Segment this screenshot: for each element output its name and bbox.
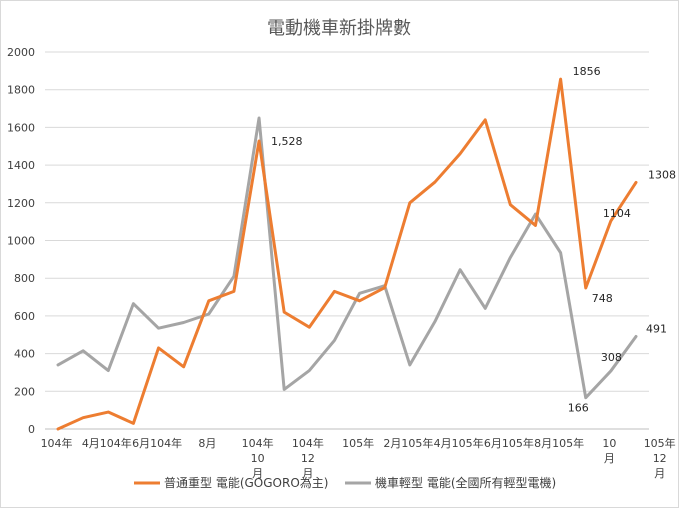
data-labels: 1,528 1856 748 1104 1308 166 308 491 bbox=[271, 65, 676, 415]
y-axis-ticks: 0 200 400 600 800 1000 1200 1400 1600 1800 2000 bbox=[7, 46, 35, 436]
y-tick-label: 1400 bbox=[7, 159, 35, 172]
legend-label: 機車輕型 電能(全國所有輕型電機) bbox=[375, 475, 556, 490]
data-label: 1856 bbox=[573, 65, 601, 78]
series-line-0 bbox=[56, 77, 638, 431]
x-tick-label: 8月 bbox=[198, 437, 216, 450]
y-tick-label: 800 bbox=[14, 272, 35, 285]
y-tick-label: 2000 bbox=[7, 46, 35, 59]
series-line-1 bbox=[56, 116, 638, 400]
y-tick-label: 1200 bbox=[7, 197, 35, 210]
x-axis-ticks: 104年 4月104年 6月104年 8月 104年 10 月 104年 12 月 105年 2月10… bbox=[41, 436, 676, 480]
x-tick-label: 105年 12 月 bbox=[644, 436, 676, 480]
x-tick-label: 2月105年 bbox=[383, 436, 433, 450]
x-tick-label: 105年 bbox=[342, 436, 374, 450]
y-tick-label: 1800 bbox=[7, 84, 35, 97]
x-tick-label: 104年 10 月 bbox=[242, 436, 274, 480]
legend-label: 普通重型 電能(GOGORO為主) bbox=[164, 476, 328, 490]
chart-title: 電動機車新掛牌數 bbox=[267, 18, 411, 39]
legend: 普通重型 電能(GOGORO為主) 機車輕型 電能(全國所有輕型電機) bbox=[134, 475, 556, 490]
y-tick-label: 200 bbox=[14, 385, 35, 398]
y-tick-label: 600 bbox=[14, 310, 35, 323]
data-label: 491 bbox=[646, 322, 667, 335]
y-tick-label: 1000 bbox=[7, 235, 35, 248]
x-tick-label: 4月105年 bbox=[434, 436, 484, 450]
x-tick-label: 104年 bbox=[41, 436, 73, 450]
data-label: 748 bbox=[592, 292, 613, 305]
series-lines bbox=[56, 77, 638, 431]
data-label: 166 bbox=[568, 402, 589, 415]
x-tick-label: 8月105年 bbox=[534, 436, 584, 450]
x-tick-label: 10 月 bbox=[602, 437, 616, 465]
y-tick-label: 1600 bbox=[7, 121, 35, 134]
x-tick-label: 104年 12 月 bbox=[292, 436, 324, 480]
x-tick-label: 6月104年 bbox=[132, 436, 182, 450]
gridlines bbox=[45, 51, 649, 430]
data-label: 308 bbox=[601, 351, 622, 364]
y-tick-label: 400 bbox=[14, 348, 35, 361]
data-label: 1104 bbox=[603, 207, 631, 220]
y-tick-label: 0 bbox=[28, 423, 35, 436]
data-label: 1,528 bbox=[271, 135, 303, 148]
x-tick-label: 4月104年 bbox=[82, 436, 132, 450]
data-label: 1308 bbox=[648, 168, 676, 181]
x-tick-label: 6月105年 bbox=[484, 436, 534, 450]
